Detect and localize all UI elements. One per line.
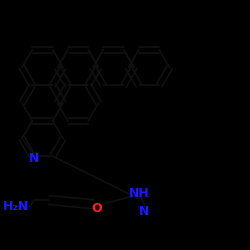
Text: N: N — [138, 205, 149, 218]
Text: N: N — [28, 152, 39, 165]
Text: O: O — [91, 202, 102, 214]
Text: NH: NH — [128, 187, 149, 200]
Text: H₂N: H₂N — [3, 200, 29, 213]
